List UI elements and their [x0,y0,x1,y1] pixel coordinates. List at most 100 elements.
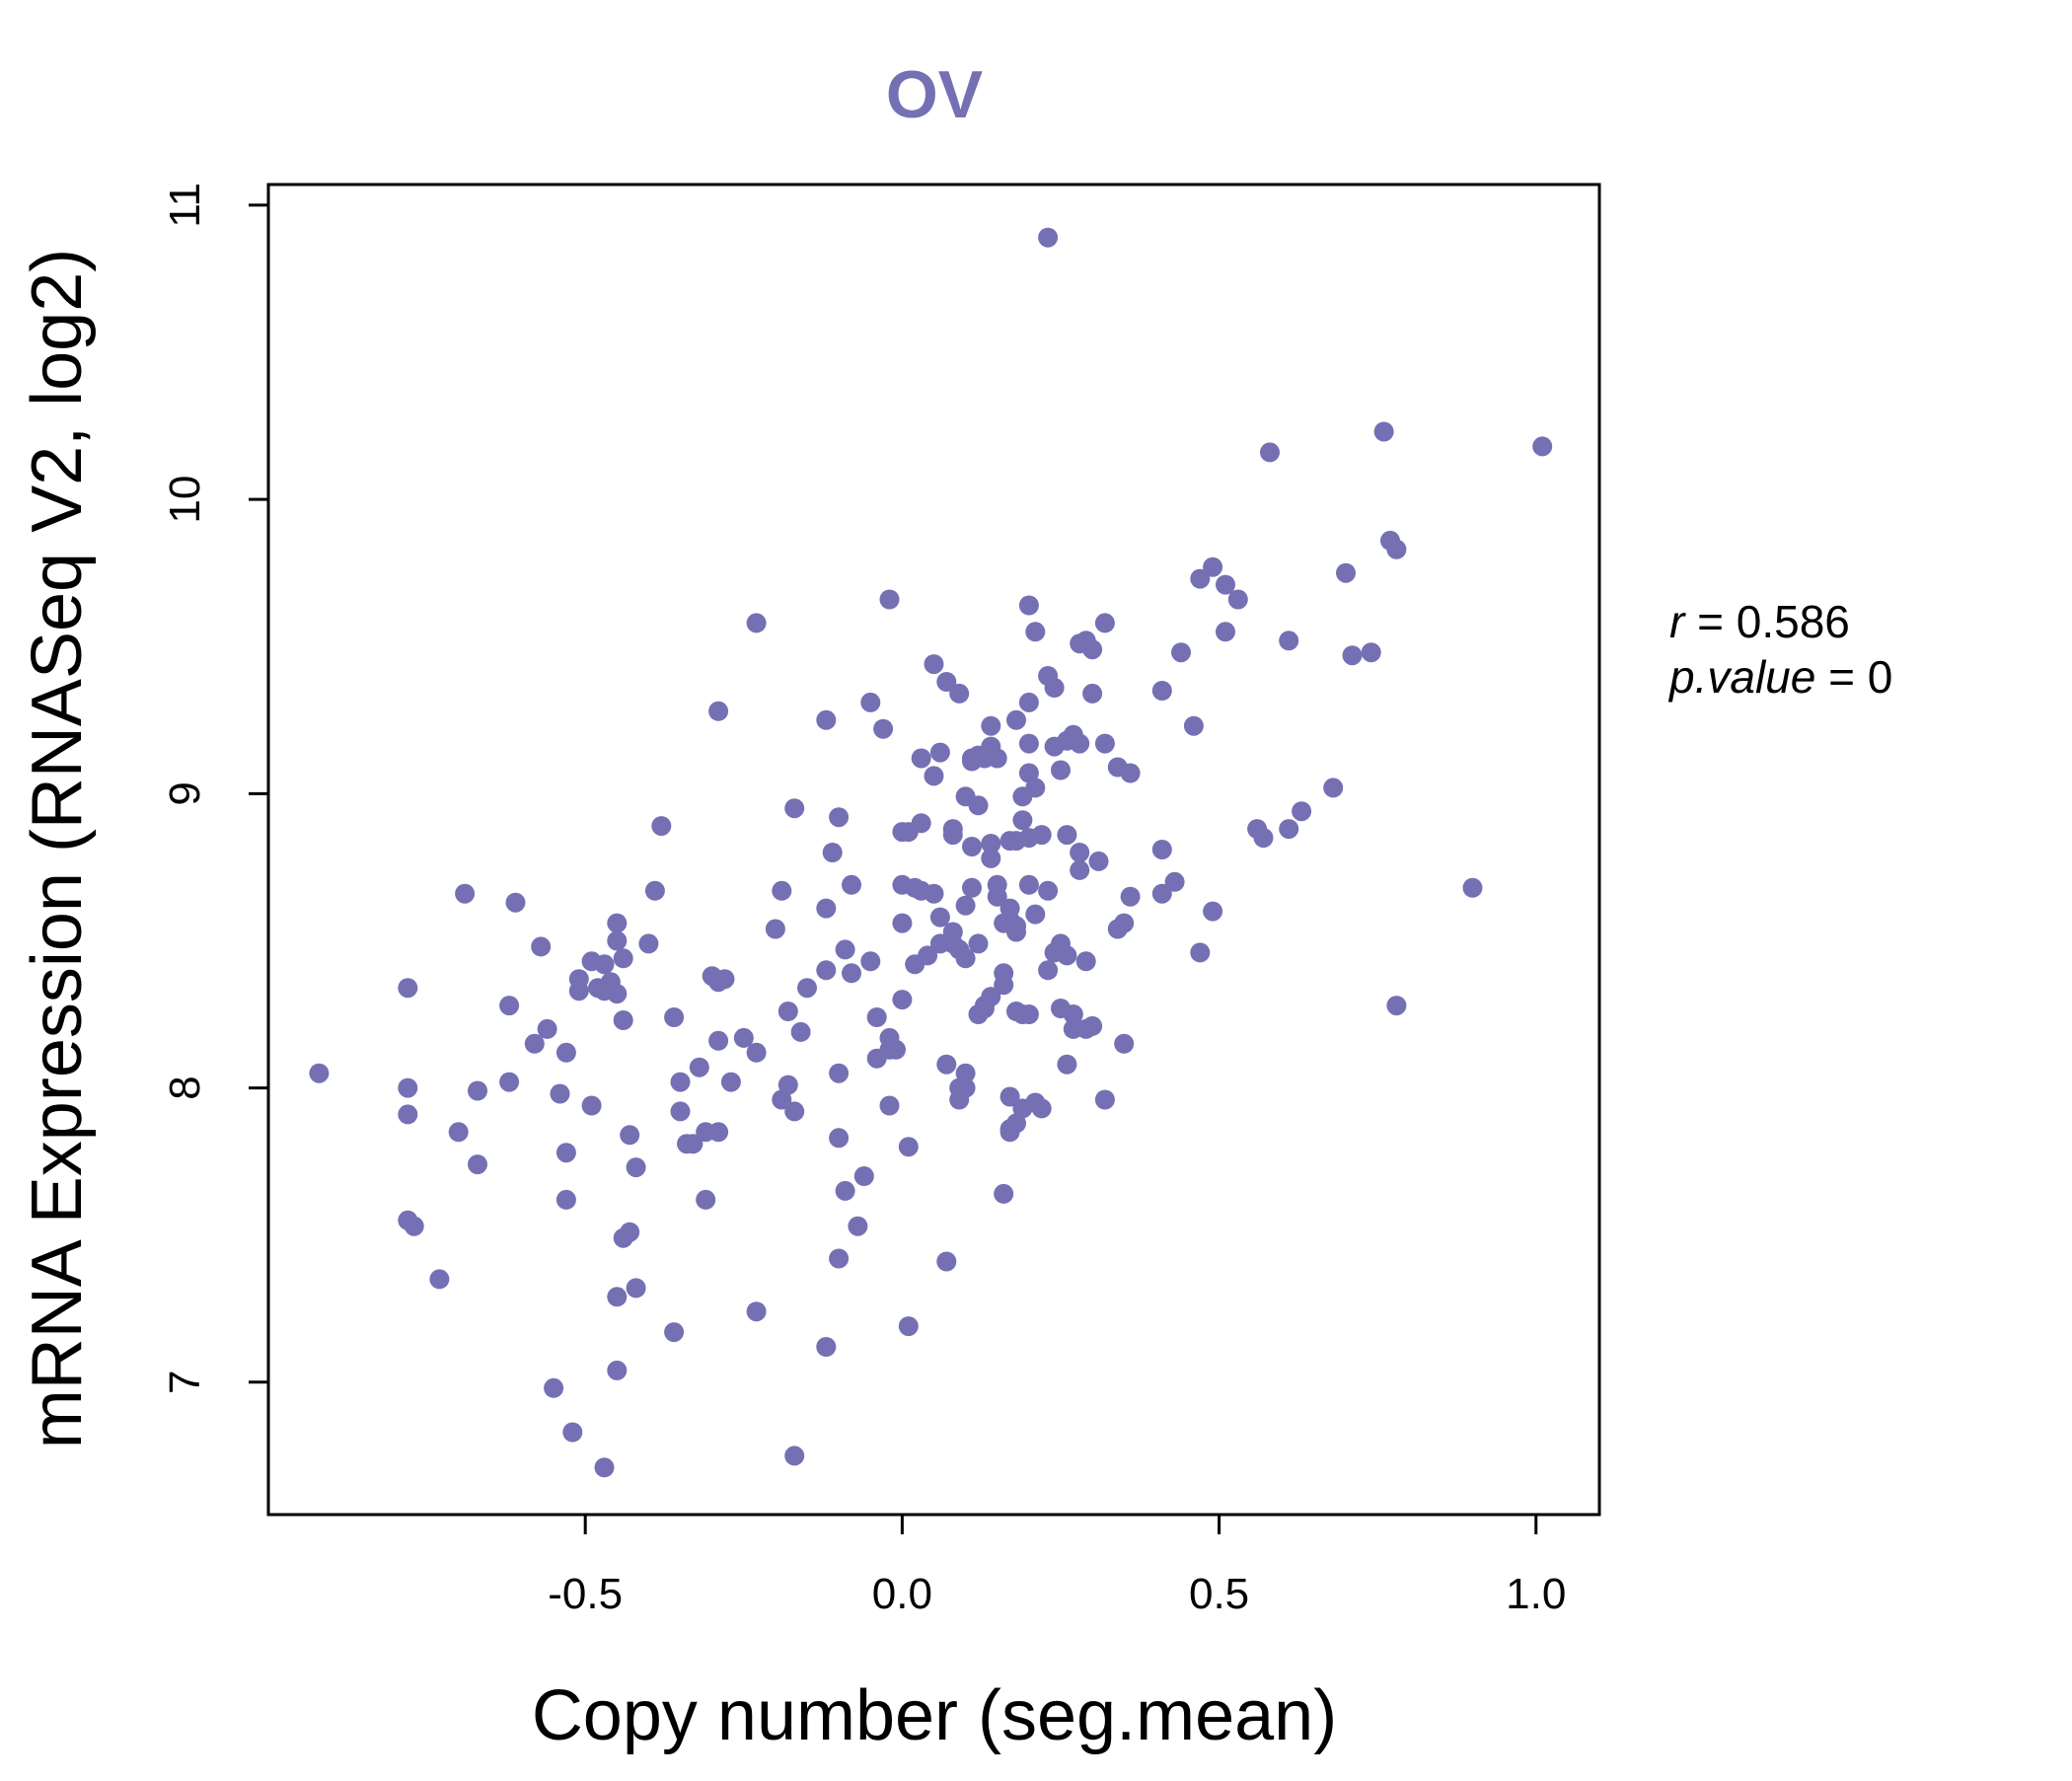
data-point [1386,996,1407,1016]
data-point [1038,960,1059,981]
data-point [544,1377,564,1398]
data-point [594,954,615,975]
data-point [994,975,1014,996]
data-point [987,886,1007,907]
data-point [955,948,976,969]
data-point [1164,871,1185,892]
data-point [398,978,418,999]
y-tick-label: 7 [161,1371,209,1394]
x-tick-label: 0.5 [1189,1570,1249,1618]
data-point [594,1457,615,1478]
data-point [962,877,982,898]
data-point [505,892,526,913]
data-point [1082,683,1103,704]
plot-frame [266,183,1601,1517]
data-point [879,589,900,610]
data-point [1025,904,1046,925]
data-point [765,919,785,939]
data-point [853,1166,874,1186]
data-point [955,895,976,916]
data-point [1216,574,1235,595]
data-point [784,1101,805,1122]
y-axis-label: mRNA Expression (RNASeq V2, log2) [18,249,97,1448]
data-point [942,825,963,846]
data-point [524,1033,545,1054]
data-point [892,913,913,933]
data-point [398,1077,418,1098]
data-point [1151,883,1172,904]
data-point [1044,678,1065,698]
data-point [670,1072,691,1092]
data-point [1120,763,1141,783]
data-point [1006,709,1026,730]
data-point [689,1057,709,1077]
data-point [607,930,628,951]
chart-title: OV [886,57,983,132]
data-point [911,813,931,834]
data-point [1386,539,1407,559]
data-point [664,1322,685,1343]
x-axis: -0.5 0.0 0.5 1.0 [548,1513,1566,1618]
data-point [620,1125,640,1146]
data-point [949,683,970,704]
data-point [1057,1054,1077,1075]
data-point [1227,589,1248,610]
data-point [620,1222,640,1242]
data-point [968,795,989,816]
data-point [714,969,735,990]
data-point [1203,557,1223,577]
data-point [1082,1015,1103,1036]
data-point [309,1063,330,1083]
data-point [981,987,1001,1007]
data-point [829,1248,850,1269]
data-point [581,1095,602,1116]
data-point [790,1021,811,1042]
data-point [607,1360,628,1380]
data-point [1082,639,1103,660]
data-point [1070,859,1090,880]
data-point [898,1316,919,1337]
data-point [455,883,476,904]
data-point [746,613,767,633]
data-point [499,996,520,1016]
data-point [1279,631,1299,651]
data-point [644,880,665,901]
data-point [1216,622,1235,642]
data-point [1025,778,1046,798]
data-point [968,933,989,954]
data-point [962,837,982,856]
data-point [1070,733,1090,754]
data-point [1114,913,1135,933]
data-point [1006,1113,1026,1134]
data-point [860,951,881,972]
data-point [797,978,817,999]
data-point [999,1086,1020,1107]
data-point [398,1104,418,1125]
y-tick-label: 10 [161,476,209,524]
points-layer [309,227,1553,1478]
data-point [822,843,843,862]
data-point [1075,951,1096,972]
p-label: p.value [1667,651,1815,703]
data-point [468,1080,487,1101]
data-point [816,898,837,919]
data-point [981,715,1001,736]
data-point [829,807,850,828]
data-point [784,1446,805,1466]
data-point [772,1089,792,1110]
data-point [1070,843,1090,862]
data-point [829,1063,850,1083]
data-point [924,766,944,786]
data-point [696,1189,716,1210]
data-point [918,945,938,966]
data-point [1057,825,1077,846]
data-point [555,1143,576,1163]
data-point [1012,810,1033,831]
x-axis-label: Copy number (seg.mean) [532,1676,1337,1755]
data-point [1373,421,1394,442]
data-point [531,936,552,957]
r-annotation: r = 0.586 [1669,596,1850,647]
data-point [842,963,861,984]
data-point [607,984,628,1004]
